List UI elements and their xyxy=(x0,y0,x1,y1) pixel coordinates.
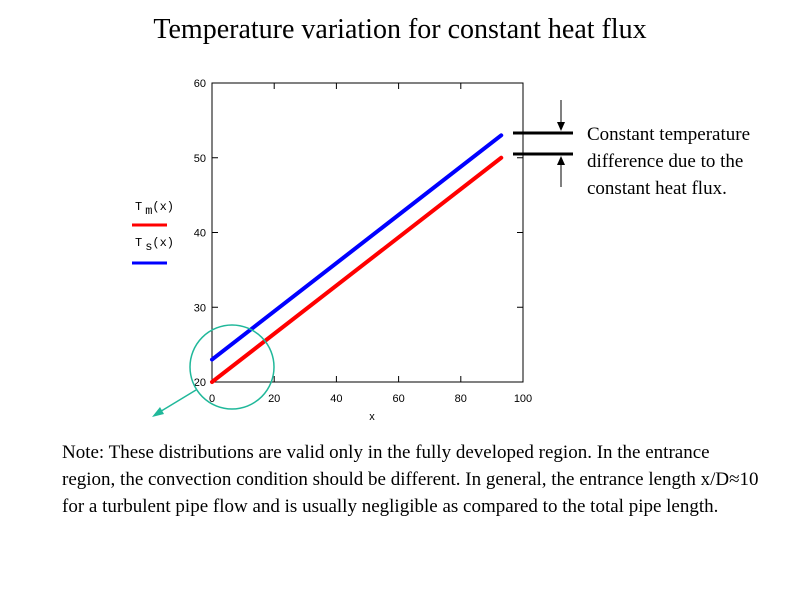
annotation-text: Constant temperature difference due to t… xyxy=(587,124,751,199)
highlight-circle xyxy=(189,324,275,410)
y-tick-label: 60 xyxy=(194,78,206,90)
x-tick-label: 40 xyxy=(330,393,342,405)
y-tick-label: 40 xyxy=(194,228,206,240)
y-tick-label: 20 xyxy=(194,377,206,389)
x-axis-label: x xyxy=(369,411,375,423)
slide-title: Temperature variation for constant heat … xyxy=(153,14,647,45)
marker-arrow-down-head xyxy=(557,122,565,131)
x-tick-label: 20 xyxy=(268,393,280,405)
entrance-highlight xyxy=(152,324,275,417)
highlight-arrow-shaft xyxy=(157,389,197,414)
highlight-arrow-head xyxy=(152,407,164,417)
series-lines xyxy=(210,133,504,384)
x-tick-label: 80 xyxy=(455,393,467,405)
x-tick-label: 100 xyxy=(514,393,532,405)
note-text: Note: These distributions are valid only… xyxy=(62,442,759,517)
plot-frame xyxy=(211,82,524,383)
y-tick-label: 30 xyxy=(194,302,206,314)
x-tick-label: 60 xyxy=(392,393,404,405)
series-line-ts xyxy=(210,133,504,362)
series-line-tm xyxy=(210,155,504,384)
difference-marker xyxy=(513,100,573,187)
marker-arrow-up-head xyxy=(557,156,565,165)
y-tick-label: 50 xyxy=(194,153,206,165)
x-tick-label: 0 xyxy=(209,393,215,405)
